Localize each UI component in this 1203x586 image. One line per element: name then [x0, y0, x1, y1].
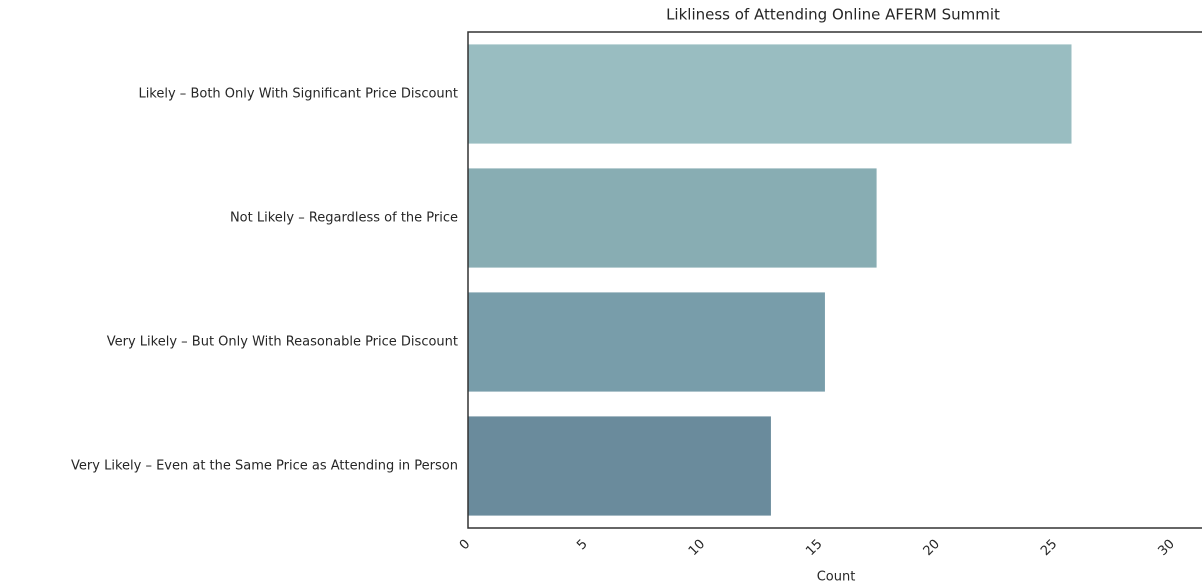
bar [468, 292, 825, 392]
x-tick-label: 25 [1038, 537, 1060, 559]
x-axis-label: Count [817, 570, 856, 585]
x-tick-label: 30 [1155, 537, 1177, 559]
y-tick-label: Very Likely – But Only With Reasonable P… [107, 335, 458, 350]
chart-title: Likliness of Attending Online AFERM Summ… [666, 6, 1000, 24]
bar [468, 416, 771, 516]
y-tick-label: Likely – Both Only With Significant Pric… [138, 87, 458, 102]
bar [468, 44, 1072, 144]
x-tick-label: 20 [921, 537, 943, 559]
y-tick-label: Very Likely – Even at the Same Price as … [71, 459, 458, 474]
axis-frame [467, 31, 1202, 529]
x-tick-label: 5 [574, 537, 590, 553]
y-tick-label: Not Likely – Regardless of the Price [230, 211, 458, 226]
x-tick-label: 0 [457, 537, 473, 553]
x-tick-label: 15 [803, 537, 825, 559]
x-tick-label: 10 [686, 537, 708, 559]
bar [468, 168, 877, 268]
